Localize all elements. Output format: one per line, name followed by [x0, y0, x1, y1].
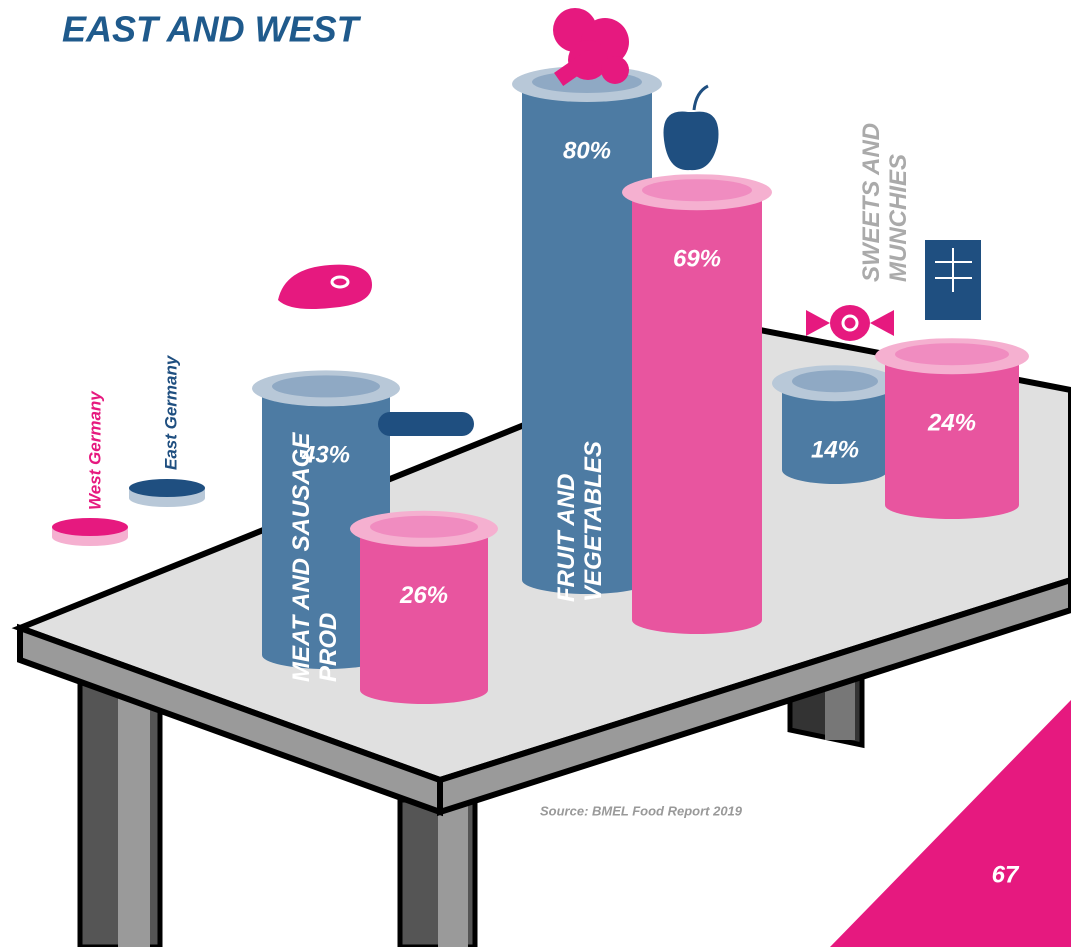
bar-plate	[792, 370, 878, 393]
bar	[262, 388, 390, 669]
bar-plate	[370, 515, 478, 538]
value-label: 26%	[399, 582, 448, 609]
legend-label: West Germany	[85, 390, 104, 510]
bar	[782, 383, 888, 484]
corner-decoration	[830, 700, 1071, 947]
legend: West Germany East Germany	[52, 354, 205, 546]
bar-plate	[272, 375, 380, 398]
category-label: FRUIT AND VEGETABLES	[553, 441, 607, 602]
value-label: 24%	[927, 410, 976, 437]
bar	[885, 356, 1019, 519]
bar-plate	[895, 343, 1009, 366]
value-label: 80%	[563, 137, 611, 164]
chart-title: EAST AND WEST	[62, 9, 362, 50]
value-label: 43%	[301, 442, 350, 469]
bar-plate	[642, 179, 752, 202]
legend-label: East Germany	[161, 354, 180, 470]
icons	[278, 8, 981, 436]
category-label: SWEETS AND MUNCHIES	[858, 122, 912, 282]
bar	[522, 84, 652, 594]
value-label: 14%	[811, 437, 859, 464]
page-number: 67	[992, 861, 1020, 888]
bar	[632, 192, 762, 634]
source: Source: BMEL Food Report 2019	[540, 803, 743, 818]
category-label: MEAT AND SAUSAGE PROD	[288, 432, 342, 682]
value-label: 69%	[673, 246, 721, 273]
bar	[360, 528, 488, 704]
